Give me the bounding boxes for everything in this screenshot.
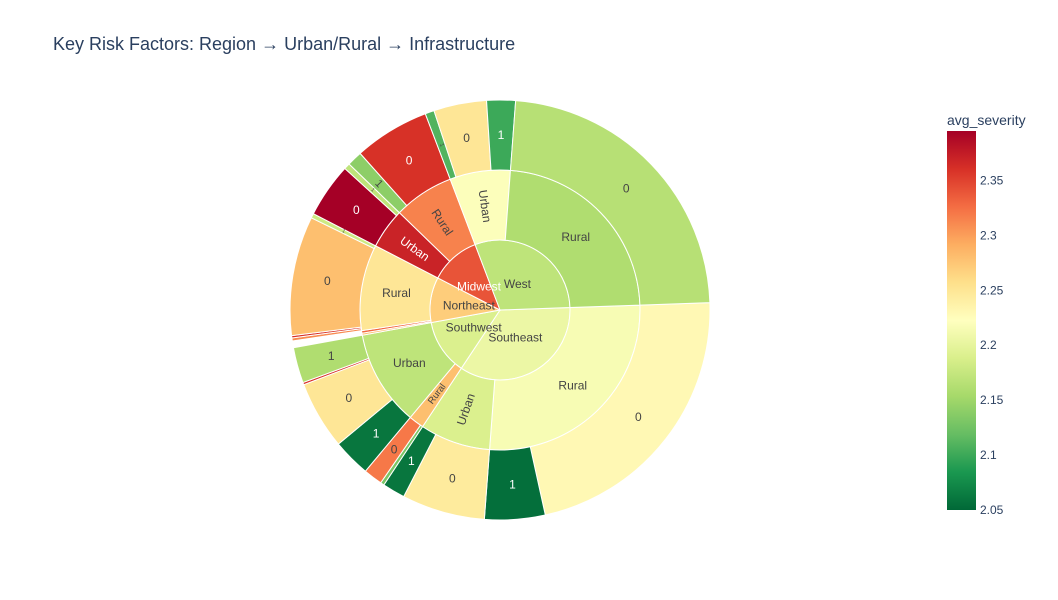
colorbar: avg_severity 2.05 2.1 2.15 2.2 2.25 2.3 2.35 [947, 112, 1026, 517]
colorbar-tick-label: 2.05 [980, 503, 1004, 517]
colorbar-tick-label: 2.35 [980, 173, 1004, 187]
colorbar-ticks: 2.05 2.1 2.15 2.2 2.25 2.3 2.35 [980, 173, 1004, 517]
sunburst-label-3-1-1: 0 [406, 153, 413, 167]
colorbar-gradient [947, 131, 976, 510]
sunburst-label-1-1: Urban [393, 356, 426, 370]
sunburst-label-1-0-1: 0 [391, 442, 398, 456]
sunburst-label-0-0-0: 0 [635, 410, 642, 424]
sunburst-label-1: Southwest [446, 320, 503, 334]
sunburst-label-1-1-0: 1 [373, 427, 380, 441]
sunburst-label-0-0-1: 1 [509, 478, 516, 492]
sunburst-label-2: Northeast [443, 298, 496, 312]
sunburst-label-4-0-2: 1 [498, 128, 505, 142]
sunburst-label-2-2-2: 0 [324, 274, 331, 288]
sunburst-label-4-0-1: 0 [463, 131, 470, 145]
sunburst-label-4-1: Rural [561, 230, 590, 244]
sunburst-label-0-1-0: 0 [449, 471, 456, 485]
sunburst-label-1-1-1: 0 [345, 391, 352, 405]
sunburst-label-4-0-0: 1 [438, 143, 445, 148]
colorbar-tick-label: 2.25 [980, 283, 1004, 297]
colorbar-title: avg_severity [947, 112, 1026, 128]
colorbar-tick-label: 2.3 [980, 228, 997, 242]
sunburst-label-3-0-1: 1 [369, 187, 375, 193]
colorbar-tick-label: 2.1 [980, 448, 997, 462]
chart-title: Key Risk Factors: Region → Urban/Rural →… [53, 34, 515, 54]
sunburst-label-1-1-3: 1 [328, 349, 335, 363]
sunburst-label-0-0: Rural [558, 379, 587, 393]
sunburst-label-3: Midwest [457, 280, 502, 294]
sunburst-label-4: West [504, 277, 532, 291]
sunburst-segment-4-1-0[interactable] [509, 100, 711, 306]
colorbar-tick-label: 2.2 [980, 338, 997, 352]
sunburst-label-2-2-3: 1 [341, 228, 346, 235]
sunburst-segment-0-0-0[interactable] [529, 302, 711, 516]
colorbar-tick-label: 2.15 [980, 393, 1004, 407]
sunburst-label-2-2: Rural [382, 286, 411, 300]
sunburst-plot: SoutheastRural01Urban01SouthwestRural0Ur… [289, 99, 711, 521]
sunburst-label-0: Southeast [488, 330, 543, 344]
sunburst-label-4-1-0: 0 [623, 182, 630, 196]
sunburst-label-4-0: Urban [476, 189, 495, 223]
sunburst-label-3-0-0: 0 [353, 203, 360, 217]
sunburst-label-0-1-1: 1 [408, 454, 415, 468]
